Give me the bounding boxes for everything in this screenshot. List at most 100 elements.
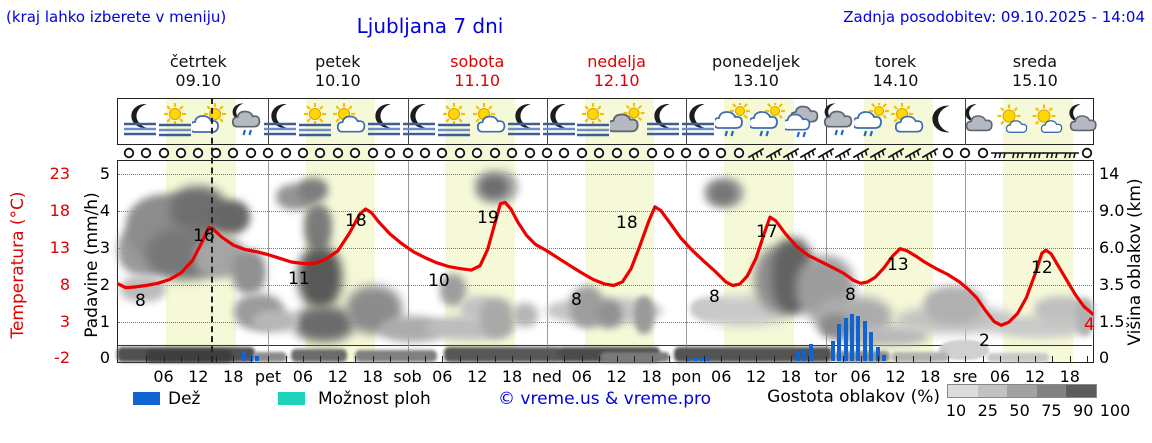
precip-tick: 5: [99, 164, 110, 184]
day-header: nedelja 12.10: [587, 52, 646, 90]
cloud-height-tick: 14: [1099, 164, 1120, 184]
ground-cloud-segment: [891, 352, 949, 362]
day-header: četrtek 09.10: [170, 52, 227, 90]
chart-day-separator: [268, 161, 269, 362]
hour-tick: [180, 356, 182, 362]
x-label-hour: 06: [850, 367, 871, 386]
moon-fog-icon: [680, 103, 716, 139]
calm-wind-icon: [659, 143, 679, 163]
wind-barb-icon: [764, 143, 784, 163]
calm-wind-icon: [485, 143, 505, 163]
temp-value-label: 2: [979, 331, 990, 351]
calm-wind-icon: [729, 143, 749, 163]
calm-wind-icon: [119, 143, 139, 163]
gradient-segment: [948, 385, 978, 397]
cloud-height-tick: 0: [1099, 348, 1110, 368]
day-header: torek 14.10: [873, 52, 919, 90]
x-label-hour: 18: [1059, 367, 1080, 386]
calm-wind-icon: [136, 143, 156, 163]
copyright-link[interactable]: © vreme.us & vreme.pro: [498, 389, 712, 409]
temp-value-label: 8: [845, 285, 856, 305]
temp-tick: 3: [59, 311, 70, 331]
cloud-blob: [710, 182, 736, 204]
moon-rain-icon: [819, 103, 855, 139]
rain-bar: [869, 331, 874, 361]
calm-wind-icon: [363, 143, 383, 163]
calm-wind-icon: [607, 143, 627, 163]
sun-cloud-small-icon: [994, 103, 1030, 139]
chart-day-separator: [407, 161, 409, 362]
x-label-day: pon: [671, 367, 702, 386]
moon-fog-icon: [401, 103, 437, 139]
rain-bar: [856, 316, 861, 361]
day-date: 11.10: [454, 71, 501, 90]
temp-value-label: 12: [1031, 258, 1053, 278]
x-label-day: sre: [952, 367, 978, 386]
hour-tick: [163, 356, 165, 362]
hour-tick: [337, 356, 339, 362]
calm-wind-icon: [1077, 143, 1097, 163]
x-label-day: sob: [393, 367, 422, 386]
hour-tick: [930, 356, 932, 362]
x-label-hour: 18: [501, 367, 523, 386]
page-title: Ljubljana 7 dni: [356, 14, 504, 38]
x-label-hour: 12: [885, 367, 906, 386]
rain-bar: [849, 314, 854, 361]
x-label-hour: 12: [327, 367, 348, 386]
hour-tick: [424, 356, 426, 362]
showers-legend-swatch: [278, 392, 305, 405]
day-name: četrtek: [169, 52, 227, 71]
hour-tick: [790, 356, 792, 362]
cloud-blob: [480, 176, 508, 198]
wind-barb-icon: [833, 143, 853, 163]
hour-tick: [738, 356, 740, 362]
hour-tick: [1087, 356, 1089, 362]
icon-day-separator: [546, 98, 548, 145]
hour-tick: [860, 356, 862, 362]
moon-fog-icon: [506, 103, 542, 139]
precip-tick: 2: [99, 274, 110, 294]
rain-bar: [255, 355, 259, 361]
cloud-blob: [596, 300, 622, 328]
hour-tick: [198, 356, 200, 362]
x-label-hour: 12: [606, 367, 627, 386]
temperature-polyline: [117, 200, 1093, 327]
calm-wind-icon: [450, 143, 470, 163]
x-label-hour: 06: [571, 367, 592, 386]
hour-tick: [668, 356, 670, 362]
hour-tick: [459, 356, 461, 362]
precip-tick: 1: [99, 311, 110, 331]
rain-bar: [705, 358, 710, 361]
precip-tick: 3: [99, 238, 110, 257]
day-name: petek: [315, 52, 361, 71]
calm-wind-icon: [188, 143, 208, 163]
day-header: sreda 15.10: [1012, 52, 1058, 90]
temp-value-label: 16: [193, 226, 215, 246]
cloud-rain-icon: [784, 103, 821, 139]
hour-tick: [564, 356, 566, 362]
calm-wind-icon: [345, 143, 365, 163]
calm-wind-icon: [711, 143, 731, 163]
temp-tick: -2: [54, 348, 70, 368]
wind-barb-icon: [781, 143, 801, 163]
calm-wind-icon: [241, 143, 261, 163]
hour-tick: [982, 356, 984, 362]
calm-wind-icon: [223, 143, 243, 163]
x-label-hour: 18: [223, 367, 244, 386]
gradient-value: 25: [977, 401, 998, 420]
moon-fog-icon: [541, 103, 577, 139]
day-date: 13.10: [733, 71, 779, 90]
rain-bar: [808, 344, 813, 361]
hour-tick: [947, 356, 949, 362]
dotted-grid-line: [118, 248, 1092, 249]
wind-barb-icon: [990, 143, 1010, 163]
wind-barb-icon: [746, 143, 766, 163]
wind-barb-icon: [868, 143, 888, 163]
ground-cloud-segment: [355, 350, 437, 362]
cloud-height-tick: 6.0: [1099, 238, 1125, 257]
gradient-segment: [977, 385, 1008, 397]
x-label-hour: 12: [188, 367, 209, 386]
hour-tick: [843, 356, 845, 362]
calm-wind-icon: [938, 143, 958, 163]
calm-wind-icon: [258, 143, 278, 163]
